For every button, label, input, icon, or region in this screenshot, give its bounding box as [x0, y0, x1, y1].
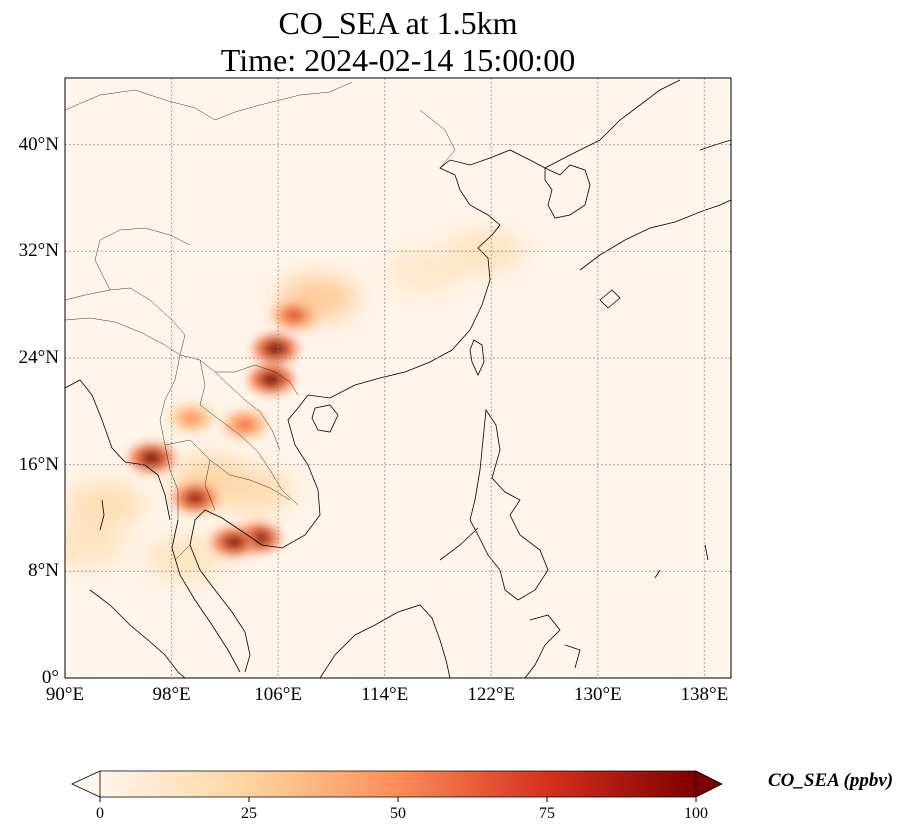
- lon-tick-label: 130°E: [573, 684, 622, 705]
- hotspot-core: [183, 490, 208, 506]
- lon-tick-label: 122°E: [467, 684, 516, 705]
- coastline-north: [544, 79, 681, 169]
- coastline-china: [307, 149, 546, 399]
- colorbar-tick-label: 50: [390, 805, 406, 822]
- lon-tick-label: 106°E: [254, 684, 302, 705]
- lat-tick-label: 8°N: [28, 560, 59, 582]
- coastline-korea: [544, 164, 591, 219]
- lon-tick-label: 90°E: [45, 684, 85, 705]
- concentration-plume: [384, 249, 465, 294]
- concentration-plume: [444, 229, 525, 274]
- coastline-philippines: [469, 408, 549, 601]
- figure-subtitle-time: Time: 2024-02-14 15:00:00: [220, 42, 576, 78]
- hotspot-core: [179, 410, 204, 426]
- hotspot-core: [222, 534, 247, 550]
- coastline-borneo: [319, 604, 451, 678]
- colorbar-tick-label: 75: [539, 805, 555, 822]
- coastline-taiwan: [469, 339, 485, 376]
- concentration-plume: [65, 482, 145, 527]
- figure-title: CO_SEA at 1.5km: [278, 5, 518, 41]
- coastline-hainan: [311, 404, 339, 433]
- colorbar: [71, 770, 723, 802]
- coastline-indochina: [189, 394, 321, 673]
- map-background: [65, 78, 731, 678]
- coastline-sulawesi: [524, 614, 561, 678]
- lat-tick-label: 40°N: [18, 133, 59, 155]
- colorbar-tick-label: 0: [96, 805, 104, 822]
- hotspot-core: [259, 371, 284, 388]
- coastline-japan: [579, 199, 731, 271]
- hotspot-core: [282, 307, 307, 324]
- map-frame: [64, 77, 732, 679]
- hotspot-core: [232, 416, 257, 433]
- concentration-field: [65, 229, 525, 580]
- hotspot-core: [139, 450, 164, 466]
- lon-tick-label: 114°E: [361, 684, 409, 705]
- lon-tick-label: 138°E: [680, 684, 729, 705]
- coastline-myanmar: [65, 379, 171, 521]
- lat-tick-label: 0°: [41, 667, 59, 688]
- concentration-plume: [211, 469, 292, 514]
- lat-tick-label: 16°N: [18, 453, 59, 475]
- lon-tick-label: 98°E: [152, 684, 191, 705]
- coastline-sumatra: [89, 589, 186, 678]
- colorbar-gradient: [100, 771, 696, 797]
- lat-tick-label: 24°N: [18, 347, 59, 368]
- colorbar-extend-min: [71, 770, 101, 798]
- colorbar-extend-max: [695, 770, 723, 798]
- lat-tick-label: 32°N: [18, 240, 59, 262]
- concentration-plume: [65, 522, 125, 567]
- colorbar-tick-label: 25: [241, 805, 257, 822]
- concentration-plume: [144, 536, 225, 580]
- coastlines: [65, 79, 731, 678]
- hotspot-core: [263, 340, 288, 357]
- colorbar-label: CO_SEA (ppbv): [768, 770, 894, 791]
- colorbar-tick-label: 100: [684, 805, 708, 822]
